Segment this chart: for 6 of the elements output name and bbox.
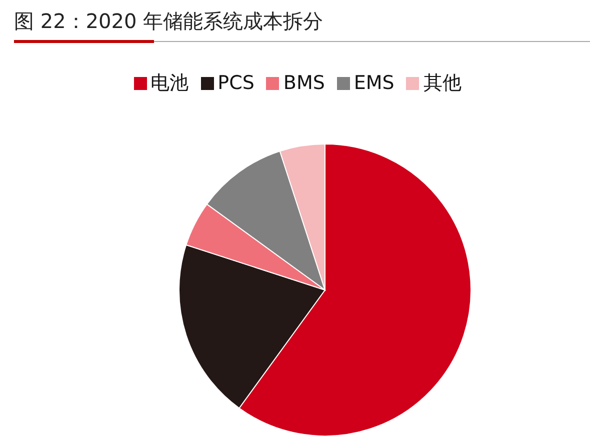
legend-label: 电池	[150, 71, 189, 96]
legend-label: EMS	[352, 71, 394, 96]
chart-title: 图 22：2020 年储能系统成本拆分	[14, 8, 324, 35]
legend-label: 其他	[422, 71, 462, 96]
legend-label: BMS	[282, 71, 325, 96]
legend-label: PCS	[216, 71, 254, 96]
